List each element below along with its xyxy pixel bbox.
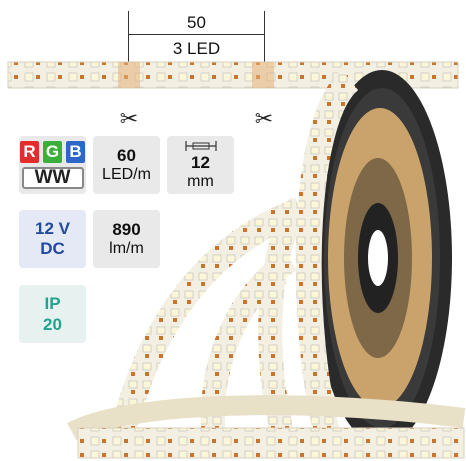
color-tile: R G B WW — [19, 136, 86, 194]
scissors-icon: ✂ — [119, 106, 139, 131]
led-density-tile: 60 LED/m — [93, 136, 160, 194]
scissors-icon: ✂ — [254, 106, 274, 131]
strip-width-tile: 12 mm — [167, 136, 234, 194]
reel-icon — [312, 70, 452, 446]
dimension-led-count: 3 LED — [172, 39, 221, 58]
led-density-value: 60 — [117, 146, 136, 165]
strip-width-icon — [184, 140, 217, 151]
ip-rating-label: IP — [44, 294, 61, 313]
strip-width-value: 12 — [191, 152, 210, 172]
color-red-label: R — [20, 141, 39, 163]
dimension-arrow-line — [129, 34, 264, 35]
color-green-label: G — [43, 141, 62, 163]
luminous-flux-unit: lm/m — [109, 240, 144, 257]
voltage-tile: 12 V DC — [19, 210, 86, 268]
dimension-line-right — [264, 11, 265, 69]
color-blue-label: B — [66, 141, 85, 163]
ip-rating-value: 20 — [43, 315, 62, 334]
rgb-labels: R G B — [20, 141, 85, 163]
luminous-flux-tile: 890 lm/m — [93, 210, 160, 268]
dimension-line-left — [128, 11, 129, 69]
dimension-length: 50 — [187, 13, 206, 32]
led-density-unit: LED/m — [102, 166, 151, 183]
luminous-flux-value: 890 — [112, 220, 141, 239]
strip-width-unit: mm — [187, 172, 214, 190]
color-ww-label: WW — [21, 167, 84, 189]
voltage-unit: DC — [40, 239, 65, 258]
voltage-value: 12 V — [35, 219, 70, 238]
ip-rating-tile: IP 20 — [19, 285, 86, 343]
